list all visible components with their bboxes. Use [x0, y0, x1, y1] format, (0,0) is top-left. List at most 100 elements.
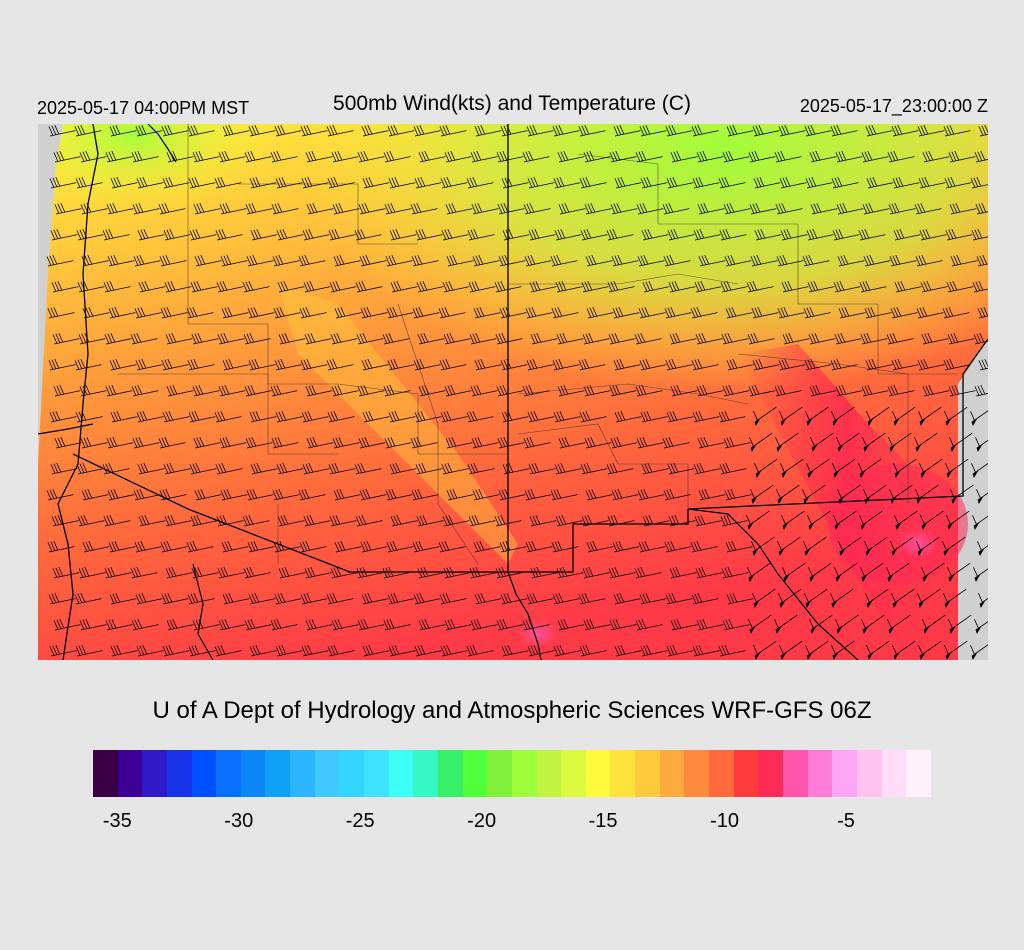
wind-barb	[556, 332, 584, 345]
wind-barb	[835, 384, 863, 397]
wind-barb	[249, 176, 277, 189]
wind-barb	[246, 488, 274, 501]
wind-barb	[107, 254, 135, 267]
wind-barb	[579, 410, 607, 423]
wind-barb	[691, 592, 719, 605]
wind-barb	[220, 488, 248, 501]
wind-barb	[219, 202, 247, 215]
wind-barb	[978, 358, 988, 371]
wind-barb	[970, 176, 988, 189]
wind-barb	[950, 254, 978, 267]
wind-barb	[361, 358, 389, 371]
wind-barb	[918, 176, 946, 189]
wind-barb	[334, 540, 362, 553]
wind-barb	[218, 384, 246, 397]
wind-barb	[330, 332, 358, 345]
wind-barb	[193, 202, 221, 215]
wind-barb	[53, 618, 81, 631]
wind-barb	[192, 618, 220, 631]
colorbar-tick-label: -35	[102, 810, 132, 832]
wind-barb	[502, 462, 530, 475]
wind-barb	[892, 640, 916, 660]
wind-barb	[442, 514, 470, 527]
wind-barb	[495, 332, 523, 345]
wind-barb	[607, 514, 635, 527]
wind-barb	[748, 150, 776, 163]
wind-barb	[585, 488, 613, 501]
wind-barb	[306, 436, 334, 449]
wind-barb	[722, 384, 750, 397]
wind-barb	[693, 462, 721, 475]
wind-barb	[441, 228, 469, 241]
wind-barb	[190, 514, 218, 527]
wind-barb	[188, 176, 216, 189]
wind-barb	[809, 150, 837, 163]
colorbar-cell	[709, 750, 734, 797]
wind-barb	[838, 536, 862, 556]
colorbar-cell	[388, 750, 414, 797]
wind-barb	[638, 306, 666, 319]
wind-barb	[215, 228, 243, 241]
wind-barb	[529, 280, 557, 293]
wind-barb	[666, 644, 694, 657]
wind-barb	[361, 124, 389, 137]
wind-barb	[805, 406, 829, 426]
wind-barb	[188, 410, 216, 423]
wind-barb	[584, 436, 612, 449]
wind-barb	[76, 462, 104, 475]
wind-barb	[779, 176, 807, 189]
colorbar-cell	[733, 750, 759, 797]
wind-barb	[384, 202, 412, 215]
wind-barb	[244, 150, 272, 163]
wind-barb	[413, 124, 441, 137]
wind-barb	[105, 618, 133, 631]
wind-barb	[362, 410, 390, 423]
wind-barb	[524, 488, 552, 501]
colorbar-cell	[216, 750, 241, 797]
wind-barb	[526, 124, 554, 137]
wind-barb	[694, 280, 722, 293]
wind-barb	[277, 514, 305, 527]
wind-barb	[807, 280, 835, 293]
wind-barb	[362, 176, 390, 189]
wind-barb	[583, 618, 611, 631]
wind-barb	[774, 150, 802, 163]
wind-barb	[191, 566, 219, 579]
wind-barb	[886, 332, 914, 345]
wind-barb	[159, 254, 187, 267]
wind-barb	[669, 332, 697, 345]
wind-barb	[467, 462, 495, 475]
wind-barb	[635, 618, 663, 631]
wind-barb	[527, 644, 555, 657]
wind-barb	[863, 484, 887, 504]
wind-barb	[834, 562, 858, 582]
wind-barb	[530, 566, 558, 579]
wind-barb	[522, 618, 550, 631]
wind-barb	[162, 410, 190, 423]
wind-barb	[387, 592, 415, 605]
wind-barb	[831, 176, 859, 189]
wind-barb	[522, 150, 550, 163]
wind-barb	[246, 254, 274, 267]
wind-barb	[642, 514, 670, 527]
wind-barb	[782, 332, 810, 345]
wind-barb	[220, 254, 248, 267]
wind-barb	[943, 588, 967, 608]
wind-barb	[355, 514, 383, 527]
colorbar-tick-label: -30	[224, 810, 254, 832]
wind-barb	[613, 124, 641, 137]
wind-barb	[552, 124, 580, 137]
wind-barb	[46, 254, 74, 267]
wind-barb	[614, 176, 642, 189]
colorbar-tick-label: -25	[345, 810, 375, 832]
wind-barb	[861, 614, 885, 634]
wind-barb	[586, 540, 614, 553]
wind-barb	[357, 384, 385, 397]
wind-barb	[719, 228, 747, 241]
wind-barb	[776, 484, 800, 504]
wind-barb	[976, 489, 988, 504]
wind-barb	[555, 514, 583, 527]
wind-barb	[214, 176, 242, 189]
wind-barb	[132, 436, 160, 449]
wind-barb	[835, 150, 863, 163]
